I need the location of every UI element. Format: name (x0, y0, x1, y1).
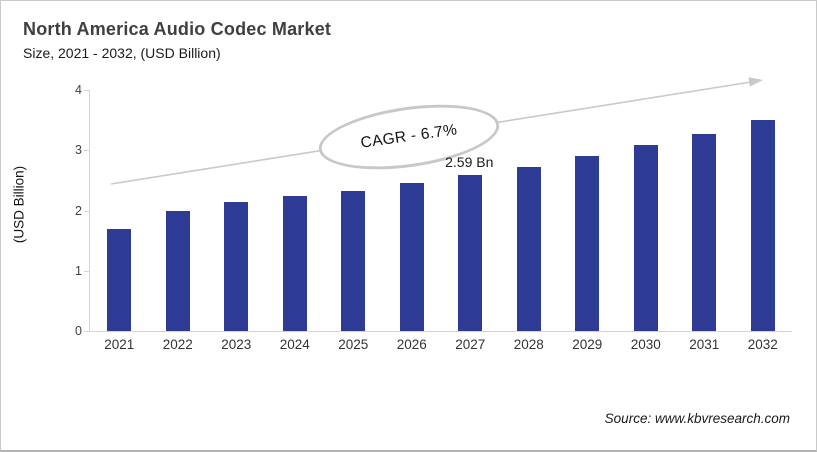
bar-2021 (107, 228, 132, 331)
cagr-label: CAGR - 6.7% (359, 121, 459, 152)
bar-2023 (224, 202, 249, 331)
plot-area: 0 1 2 3 4 2021 2022 2023 2024 2025 2026 2027 2028 202… (75, 83, 792, 352)
x-tick-label-2029: 2029 (572, 337, 603, 352)
x-tick-label-2027: 2027 (455, 337, 486, 352)
x-tick-label-2024: 2024 (279, 337, 310, 352)
bar-2024 (282, 196, 307, 331)
x-tick-label-2025: 2025 (338, 337, 369, 352)
x-tick-label-2022: 2022 (162, 337, 193, 352)
y-tick-mark-0 (84, 331, 89, 332)
page-title: North America Audio Codec Market (23, 19, 332, 39)
y-tick-label-0: 0 (75, 324, 82, 338)
bar-2025 (341, 190, 366, 331)
x-tick-label-2026: 2026 (396, 337, 427, 352)
y-tick-mark-1 (84, 270, 89, 272)
bar-2026 (399, 183, 424, 331)
x-tick-label-2023: 2023 (221, 337, 252, 352)
y-tick-mark-2 (84, 210, 89, 212)
y-tick-label-4: 4 (75, 83, 82, 97)
y-tick-label-2: 2 (75, 203, 82, 218)
x-tick-label-2032: 2032 (747, 337, 778, 352)
x-tick-label-2028: 2028 (513, 337, 544, 352)
y-tick-mark-3 (84, 150, 89, 152)
bar-2027 (458, 174, 483, 331)
y-axis-title: (USD Billion) (11, 165, 27, 244)
x-tick-label-2031: 2031 (689, 337, 720, 352)
chart-subtitle: Size, 2021 - 2032, (USD Billion) (23, 45, 221, 61)
source-text: Source: www.kbvresearch.com (604, 411, 790, 426)
bar-2029 (575, 156, 600, 331)
x-tick-label-2030: 2030 (630, 337, 661, 352)
bar-2022 (165, 210, 190, 331)
y-tick-mark-4 (84, 90, 89, 91)
bar-2031 (692, 133, 717, 331)
bar-2028 (516, 166, 541, 331)
y-tick-label-1: 1 (75, 263, 82, 278)
data-label-2027: 2.59 Bn (445, 153, 494, 170)
y-tick-label-3: 3 (75, 143, 82, 158)
bar-2032 (750, 120, 775, 331)
x-tick-label-2021: 2021 (104, 337, 135, 352)
bar-2030 (633, 145, 658, 331)
